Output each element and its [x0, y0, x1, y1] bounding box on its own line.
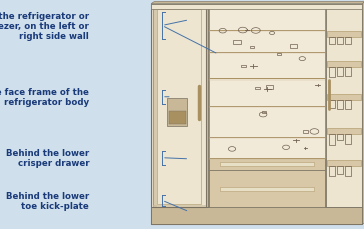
Text: On the face frame of the
refrigerator body: On the face frame of the refrigerator bo…: [0, 88, 89, 107]
Bar: [209, 158, 325, 171]
Bar: [220, 187, 314, 191]
Bar: [327, 32, 361, 38]
Bar: [153, 7, 206, 207]
Bar: [329, 134, 335, 145]
Bar: [250, 47, 254, 49]
Bar: [329, 166, 335, 176]
Bar: [345, 166, 351, 176]
Bar: [233, 41, 241, 45]
Bar: [209, 7, 325, 207]
Bar: [169, 111, 186, 125]
Bar: [345, 101, 351, 110]
Bar: [327, 160, 361, 166]
Bar: [254, 87, 260, 90]
Bar: [151, 5, 362, 224]
Polygon shape: [362, 2, 364, 224]
Text: Behind the lower
toe kick-plate: Behind the lower toe kick-plate: [6, 191, 89, 210]
Bar: [327, 95, 361, 101]
Bar: [337, 68, 343, 77]
Bar: [157, 10, 201, 204]
Bar: [153, 205, 206, 207]
Bar: [206, 5, 208, 207]
Bar: [151, 5, 362, 10]
Bar: [326, 5, 362, 207]
Bar: [345, 68, 351, 77]
Bar: [337, 134, 343, 140]
Text: Inside the refrigerator or
freezer, on the left or
right side wall: Inside the refrigerator or freezer, on t…: [0, 11, 89, 41]
Text: Behind the lower
crisper drawer: Behind the lower crisper drawer: [6, 148, 89, 168]
Bar: [290, 45, 297, 48]
Bar: [262, 111, 266, 113]
Bar: [329, 68, 335, 78]
Bar: [327, 128, 361, 134]
Bar: [277, 54, 281, 56]
Bar: [241, 66, 246, 68]
Bar: [327, 62, 361, 68]
Bar: [337, 166, 343, 174]
Bar: [167, 98, 187, 126]
Bar: [266, 86, 273, 90]
Bar: [153, 7, 157, 207]
Polygon shape: [151, 2, 364, 5]
Bar: [329, 101, 335, 109]
Bar: [209, 171, 325, 207]
Bar: [303, 131, 308, 134]
Bar: [220, 163, 314, 166]
Bar: [329, 38, 335, 45]
Bar: [337, 38, 343, 45]
Bar: [151, 207, 362, 224]
Bar: [345, 134, 351, 145]
Bar: [345, 38, 351, 45]
Bar: [337, 101, 343, 110]
